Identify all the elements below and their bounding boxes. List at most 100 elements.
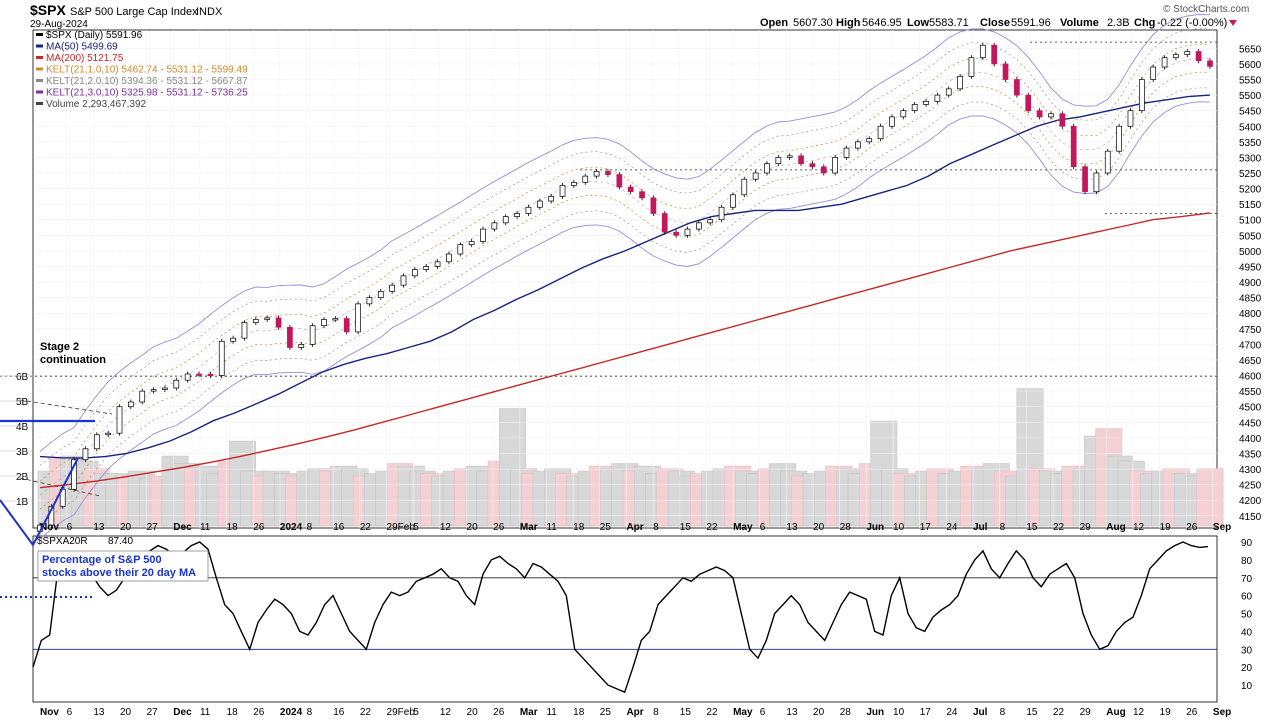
- indicator-x-tick-label: 13: [786, 707, 798, 718]
- x-tick-label: 22: [360, 522, 372, 533]
- indicator-tick-label: 40: [1241, 627, 1253, 638]
- x-tick-label: 12: [1133, 522, 1145, 533]
- x-tick-label: 17: [920, 522, 932, 533]
- x-tick-label: 11: [546, 522, 557, 533]
- price-tick-label: 5550: [1239, 76, 1262, 87]
- indicator-x-tick-label: 20: [813, 707, 825, 718]
- price-tick-label: 5600: [1239, 60, 1262, 71]
- candle-body: [446, 253, 452, 263]
- x-tick-label: Nov: [40, 522, 59, 533]
- legend-entry: $SPX (Daily) 5591.96: [46, 30, 143, 41]
- candle-body: [1207, 60, 1213, 67]
- price-tick-label: 5300: [1239, 153, 1262, 164]
- indicator-x-tick-label: 22: [706, 707, 718, 718]
- volume-tick-label: 4B: [16, 422, 29, 433]
- price-tick-label: 4500: [1239, 403, 1262, 414]
- x-tick-label: 11: [200, 522, 211, 533]
- indicator-tick-label: 90: [1241, 538, 1253, 549]
- x-tick-label: 15: [1026, 522, 1038, 533]
- header-symbol: $SPX: [30, 2, 66, 18]
- candle-body: [593, 171, 600, 177]
- indicator-tick-label: 10: [1241, 681, 1253, 692]
- candle-body: [605, 171, 611, 175]
- candle-body: [616, 174, 623, 188]
- price-tick-label: 5500: [1239, 91, 1262, 102]
- breadth-indicator: [32, 541, 1217, 694]
- candle-body: [162, 387, 168, 390]
- candle-body: [627, 186, 634, 193]
- indicator-x-tick-label: May: [733, 707, 753, 718]
- keltner-3-upper: [39, 14, 1211, 452]
- candle-body: [468, 241, 475, 246]
- candle-body: [764, 163, 770, 174]
- candle-body: [923, 100, 929, 105]
- x-tick-label: 28: [840, 522, 852, 533]
- candle-body: [173, 379, 180, 389]
- candle-body: [536, 200, 543, 208]
- x-tick-label: Mar: [520, 522, 538, 533]
- indicator-x-tick-label: 2024: [280, 707, 303, 718]
- indicator-x-tick-label: 5: [413, 707, 419, 718]
- legend-swatch: [36, 79, 43, 82]
- legend-entry: KELT(21,1.0,10) 5462.74 - 5531.12 - 5599…: [46, 65, 248, 76]
- indicator-value: 87.40: [108, 536, 133, 547]
- candle-body: [718, 206, 725, 221]
- price-tick-label: 4850: [1239, 294, 1262, 305]
- candle-body: [820, 166, 827, 174]
- candle-body: [900, 110, 907, 118]
- indicator-x-tick-label: 19: [1160, 707, 1172, 718]
- indicator-tick-label: 80: [1241, 556, 1253, 567]
- candle-body: [786, 155, 793, 158]
- header-name: S&P 500 Large Cap Index: [70, 6, 198, 18]
- price-tick-label: 5400: [1239, 122, 1262, 133]
- x-tick-label: 15: [680, 522, 692, 533]
- keltner-1-lower: [39, 71, 1211, 510]
- price-tick-label: 4250: [1239, 481, 1262, 492]
- high-label: High: [836, 17, 861, 29]
- candle-body: [889, 116, 895, 127]
- candle-body: [832, 157, 838, 174]
- indicator-x-tick-label: Dec: [173, 707, 192, 718]
- indicator-x-tick-label: 18: [573, 707, 585, 718]
- candle-body: [491, 222, 498, 230]
- x-tick-label: Dec: [173, 522, 192, 533]
- open-value: 5607.30: [793, 17, 833, 29]
- ohlc-readout: Open 5607.30 High 5646.95 Low 5583.71 Cl…: [760, 17, 1237, 29]
- volume-tick-label: 6B: [16, 372, 29, 383]
- x-tick-label: Jul: [973, 522, 988, 533]
- candle-body: [559, 185, 566, 197]
- indicator-x-tick-label: 20: [120, 707, 132, 718]
- candle-body: [911, 104, 918, 112]
- indicator-panel: [32, 535, 1218, 703]
- candle-body: [218, 340, 225, 376]
- volume-tick-label: 3B: [16, 447, 29, 458]
- breadth-line: [32, 541, 1209, 694]
- x-tick-label: 26: [493, 522, 505, 533]
- price-tick-label: 4700: [1239, 340, 1262, 351]
- indicator-x-tick-label: 17: [920, 707, 932, 718]
- candle-body: [377, 291, 384, 298]
- candle-body: [252, 319, 259, 323]
- candle-body: [934, 94, 941, 102]
- candle-body: [366, 297, 373, 305]
- candle-body: [355, 303, 361, 333]
- candle-body: [332, 318, 339, 321]
- x-tick-label: 13: [786, 522, 798, 533]
- candle-body: [93, 434, 100, 450]
- candle-body: [128, 401, 134, 408]
- price-tick-label: 4950: [1239, 262, 1262, 273]
- price-tick-label: 5350: [1239, 138, 1262, 149]
- indicator-y-axis: 10 20 30 40 50 60 70 80 90: [1241, 538, 1253, 692]
- price-gridlines: [35, 30, 1217, 528]
- candle-body: [71, 459, 77, 490]
- volume-bar: [1196, 468, 1224, 527]
- candle-body: [287, 326, 293, 348]
- indicator-x-tick-label: Aug: [1106, 707, 1125, 718]
- low-label: Low: [907, 17, 929, 29]
- x-tick-label: 2024: [280, 522, 303, 533]
- candle-body: [116, 406, 123, 434]
- indicator-x-tick-label: Jul: [973, 707, 988, 718]
- candle-body: [412, 269, 418, 277]
- indicator-x-tick-label: 6: [67, 707, 73, 718]
- indicator-x-tick-label: 12: [1133, 707, 1145, 718]
